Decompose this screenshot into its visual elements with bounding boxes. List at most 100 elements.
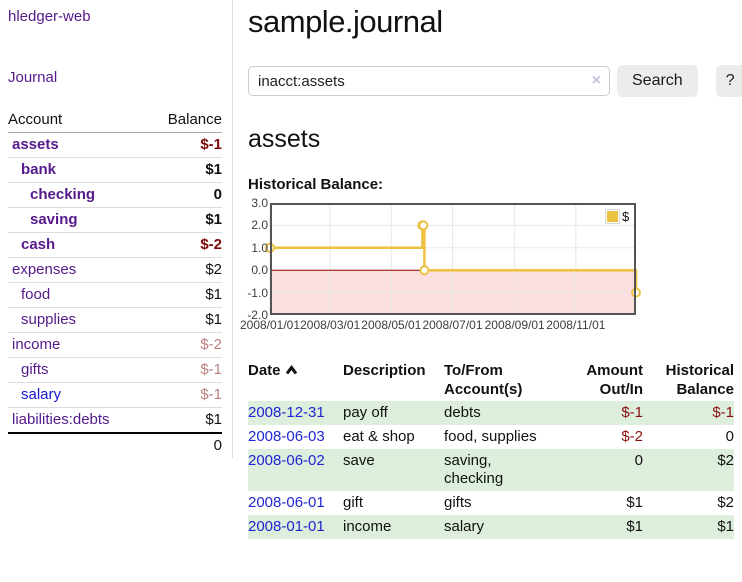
register-accounts: debts (444, 404, 481, 421)
register-body: 2008-12-31 pay off debts $-1 $-1 2008-06-03 ea… (248, 401, 734, 539)
transaction-date-link[interactable]: 2008-06-03 (248, 428, 325, 445)
register-balance: $2 (717, 494, 734, 511)
transaction-date-link[interactable]: 2008-06-02 (248, 452, 325, 469)
account-link-supplies[interactable]: supplies (21, 311, 77, 328)
register-date: 2008-06-02 (248, 449, 343, 491)
register-row: 2008-01-01 income salary $1 $1 (248, 515, 734, 539)
account-link-checking[interactable]: checking (30, 186, 96, 203)
accounts-total: 0 (147, 432, 222, 458)
register-col-amount: Amount Out/In (586, 362, 643, 398)
search-input-wrap: × (248, 66, 610, 96)
account-row: saving $1 (8, 207, 222, 233)
accounts-table: Account Balance assets $-1 bank $1 checking 0… (8, 108, 222, 458)
account-link-expenses[interactable]: expenses (12, 261, 77, 278)
account-row: expenses $2 (8, 257, 222, 283)
register-row: 2008-12-31 pay off debts $-1 $-1 (248, 401, 734, 425)
y-tick-label: 3.0 (251, 196, 268, 210)
register-accounts: food, supplies (444, 428, 537, 445)
account-link-food[interactable]: food (21, 286, 51, 303)
register-date: 2008-06-03 (248, 425, 343, 449)
register-description: pay off (343, 404, 388, 421)
sort-asc-icon (285, 365, 297, 375)
register-date: 2008-01-01 (248, 515, 343, 539)
account-row: checking 0 (8, 182, 222, 208)
register-amount: $1 (626, 494, 643, 511)
account-balance: $2 (147, 257, 222, 283)
register-description: income (343, 518, 392, 535)
account-balance: $1 (147, 407, 222, 434)
accounts-body: assets $-1 bank $1 checking 0 saving $1 cash $-2 e… (8, 132, 222, 458)
account-link-gifts[interactable]: gifts (21, 361, 49, 378)
x-tick-label: 2008/01/01 (239, 318, 301, 332)
sidebar-nav: Journal (8, 69, 222, 87)
account-balance: $-2 (147, 232, 222, 258)
account-row: supplies $1 (8, 307, 222, 333)
accounts-col-balance: Balance (147, 108, 222, 133)
legend-swatch-color (607, 211, 618, 222)
register-col-description: Description (343, 362, 426, 379)
chart-title: Historical Balance: (248, 176, 384, 193)
account-row: bank $1 (8, 157, 222, 183)
sidebar-item-journal[interactable]: Journal (8, 69, 58, 86)
register-amount: 0 (634, 452, 643, 469)
register-date: 2008-06-01 (248, 491, 343, 515)
app-layout: hledger-web Journal Account Balance asse… (8, 0, 742, 539)
main-content: sample.journal × Search ? assets Histori… (233, 0, 742, 539)
account-link-cash[interactable]: cash (21, 236, 56, 253)
register-balance: $1 (717, 518, 734, 535)
transaction-date-link[interactable]: 2008-06-01 (248, 494, 325, 511)
accounts-col-account: Account (8, 108, 148, 133)
transaction-date-link[interactable]: 2008-01-01 (248, 518, 325, 535)
balance-chart (265, 203, 641, 315)
account-link-income[interactable]: income (12, 336, 61, 353)
historical-balance-chart: $ 3.0 2.0 1.0 0.0 -1.0 -2.0 2008/01/01 2008/03/… (240, 196, 643, 341)
brand: hledger-web (8, 8, 222, 26)
account-balance: $-2 (147, 332, 222, 358)
account-row: assets $-1 (8, 132, 222, 158)
accounts-total-row: 0 (8, 432, 222, 458)
account-row: salary $-1 (8, 382, 222, 408)
register-description: eat & shop (343, 428, 415, 445)
clear-search-icon[interactable]: × (591, 72, 601, 89)
account-row: gifts $-1 (8, 357, 222, 383)
account-link-bank[interactable]: bank (21, 161, 57, 178)
y-tick-label: -2.0 (247, 308, 268, 322)
account-link-saving[interactable]: saving (30, 211, 78, 228)
account-link-assets[interactable]: assets (12, 136, 59, 153)
transaction-date-link[interactable]: 2008-12-31 (248, 404, 325, 421)
register-description: gift (343, 494, 364, 511)
account-row: income $-2 (8, 332, 222, 358)
register-row: 2008-06-01 gift gifts $1 $2 (248, 491, 734, 515)
account-balance: 0 (147, 182, 222, 208)
register-balance: $-1 (712, 404, 734, 421)
account-balance: $1 (147, 157, 222, 183)
x-tick-label: 2008/09/01 (484, 318, 545, 332)
legend-label: $ (622, 209, 630, 224)
help-button[interactable]: ? (715, 65, 742, 97)
register-accounts: salary (444, 518, 485, 535)
account-row: cash $-2 (8, 232, 222, 258)
search-button[interactable]: Search (617, 65, 698, 97)
x-tick-label: 2008/11/01 (546, 318, 606, 332)
y-tick-label: 2.0 (251, 218, 268, 233)
register-amount: $-1 (621, 404, 643, 421)
search-input[interactable] (248, 66, 610, 96)
register-accounts: saving, checking (444, 452, 504, 487)
register-col-accounts: To/From Account(s) (444, 362, 523, 398)
register-row: 2008-06-03 eat & shop food, supplies $-2 0 (248, 425, 734, 449)
account-balance: $-1 (147, 132, 222, 158)
account-row: liabilities:debts $1 (8, 407, 222, 434)
brand-link[interactable]: hledger-web (8, 8, 91, 25)
register-col-date[interactable]: Date (248, 359, 343, 401)
register-col-balance: Historical Balance (665, 362, 734, 398)
account-balance: $-1 (147, 382, 222, 408)
x-tick-label: 2008/05/01 (361, 318, 422, 332)
account-link-liabilities-debts[interactable]: liabilities:debts (12, 411, 110, 428)
y-tick-label: 1.0 (251, 240, 268, 255)
register-date: 2008-12-31 (248, 401, 343, 425)
account-balance: $1 (147, 307, 222, 333)
register-amount: $-2 (621, 428, 643, 445)
account-link-salary[interactable]: salary (21, 386, 62, 403)
chart-legend: $ (605, 209, 629, 224)
register-table: Date Description To/From Account(s) Amou… (248, 359, 734, 539)
